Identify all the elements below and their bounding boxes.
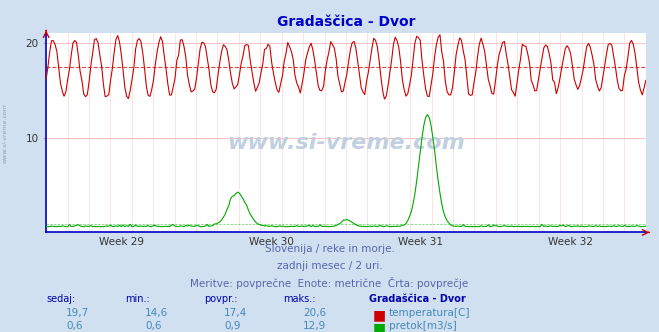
- Text: 12,9: 12,9: [303, 321, 326, 331]
- Text: 17,4: 17,4: [224, 308, 247, 318]
- Text: ■: ■: [372, 321, 386, 332]
- Text: povpr.:: povpr.:: [204, 294, 238, 304]
- Text: 0,6: 0,6: [66, 321, 82, 331]
- Text: maks.:: maks.:: [283, 294, 316, 304]
- Text: Gradaščica - Dvor: Gradaščica - Dvor: [369, 294, 466, 304]
- Text: 0,6: 0,6: [145, 321, 161, 331]
- Title: Gradaščica - Dvor: Gradaščica - Dvor: [277, 15, 415, 29]
- Text: 0,9: 0,9: [224, 321, 241, 331]
- Text: 20,6: 20,6: [303, 308, 326, 318]
- Text: ■: ■: [372, 308, 386, 322]
- Text: min.:: min.:: [125, 294, 150, 304]
- Text: temperatura[C]: temperatura[C]: [389, 308, 471, 318]
- Text: www.si-vreme.com: www.si-vreme.com: [3, 103, 8, 163]
- Text: sedaj:: sedaj:: [46, 294, 75, 304]
- Text: zadnji mesec / 2 uri.: zadnji mesec / 2 uri.: [277, 261, 382, 271]
- Text: Slovenija / reke in morje.: Slovenija / reke in morje.: [264, 244, 395, 254]
- Text: www.si-vreme.com: www.si-vreme.com: [227, 133, 465, 153]
- Text: pretok[m3/s]: pretok[m3/s]: [389, 321, 457, 331]
- Text: Meritve: povprečne  Enote: metrične  Črta: povprečje: Meritve: povprečne Enote: metrične Črta:…: [190, 277, 469, 289]
- Text: 19,7: 19,7: [66, 308, 89, 318]
- Text: 14,6: 14,6: [145, 308, 168, 318]
